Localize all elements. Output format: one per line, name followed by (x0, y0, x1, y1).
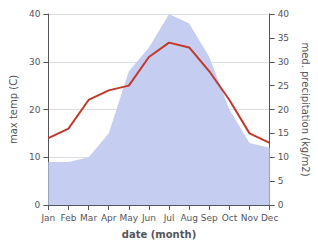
svg-text:0: 0 (35, 200, 41, 210)
svg-text:date (month): date (month) (122, 229, 196, 240)
svg-text:Apr: Apr (101, 213, 117, 223)
svg-text:May: May (120, 213, 139, 223)
svg-text:20: 20 (29, 105, 41, 115)
svg-text:5: 5 (278, 176, 284, 186)
svg-text:0: 0 (278, 200, 284, 210)
svg-text:15: 15 (278, 128, 289, 138)
svg-text:Dec: Dec (261, 213, 278, 223)
svg-text:med. precipitation (kg/m2): med. precipitation (kg/m2) (300, 42, 311, 176)
svg-text:10: 10 (29, 152, 41, 162)
svg-text:Nov: Nov (241, 213, 259, 223)
svg-text:Aug: Aug (180, 213, 198, 223)
svg-text:Sep: Sep (201, 213, 218, 223)
svg-text:40: 40 (29, 9, 41, 19)
svg-text:Oct: Oct (222, 213, 238, 223)
svg-text:Feb: Feb (61, 213, 77, 223)
svg-text:35: 35 (278, 33, 289, 43)
svg-text:30: 30 (29, 57, 41, 67)
svg-text:Jun: Jun (141, 213, 156, 223)
svg-text:Jan: Jan (40, 213, 55, 223)
svg-text:10: 10 (278, 152, 290, 162)
svg-text:max temp (C): max temp (C) (8, 75, 19, 144)
svg-text:40: 40 (278, 9, 290, 19)
svg-text:Jul: Jul (163, 213, 175, 223)
svg-text:25: 25 (278, 81, 289, 91)
svg-text:30: 30 (278, 57, 290, 67)
svg-text:Mar: Mar (80, 213, 97, 223)
svg-text:20: 20 (278, 105, 290, 115)
